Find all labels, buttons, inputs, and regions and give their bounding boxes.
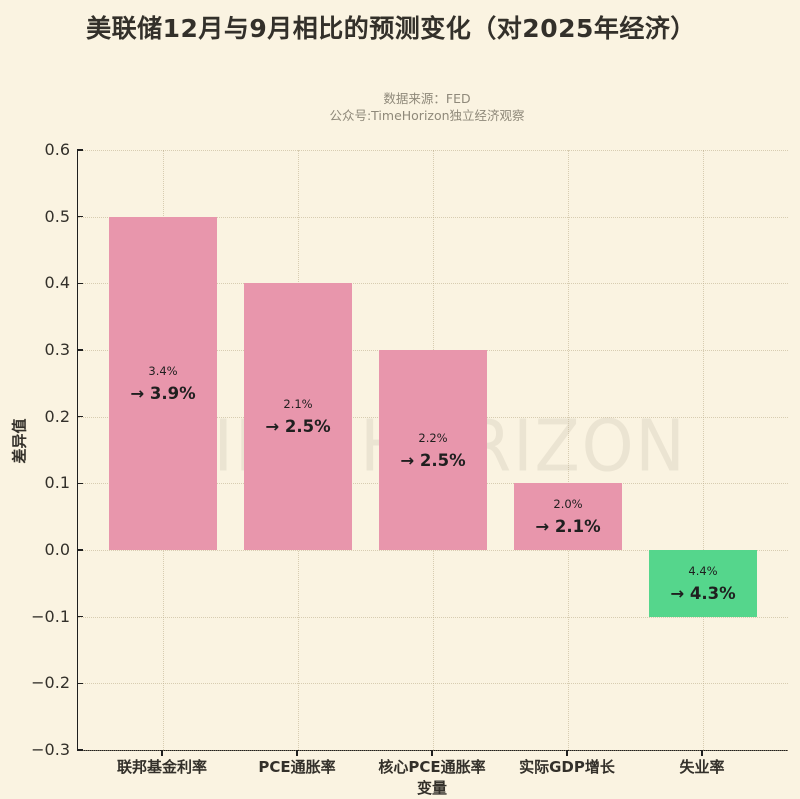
data-source-line: 数据来源：FED xyxy=(383,91,471,106)
gridline-horizontal xyxy=(78,750,788,751)
y-tick-label: −0.1 xyxy=(31,606,70,626)
bar-december-value-label: → 4.3% xyxy=(670,583,736,603)
gridline-vertical xyxy=(703,150,704,750)
bar-september-value-label: 2.1% xyxy=(283,397,313,412)
x-tick-label: PCE通胀率 xyxy=(258,758,336,776)
y-tick-mark xyxy=(77,549,83,551)
account-line: 公众号:TimeHorizon独立经济观察 xyxy=(329,107,525,123)
bar-september-value-label: 2.0% xyxy=(553,497,583,512)
x-tick-label: 联邦基金利率 xyxy=(116,758,207,776)
y-tick-label: 0.4 xyxy=(44,273,70,293)
x-tick-label: 实际GDP增长 xyxy=(519,758,615,776)
chart-title: 美联储12月与9月相比的预测变化（对2025年经济） xyxy=(86,14,696,43)
x-tick-mark xyxy=(701,750,703,756)
bar-december-value-label: → 2.5% xyxy=(400,450,466,470)
x-tick-label: 核心PCE通胀率 xyxy=(378,758,486,776)
y-tick-mark xyxy=(77,682,83,685)
x-tick-mark xyxy=(566,750,568,756)
y-tick-mark xyxy=(77,149,83,151)
y-tick-label: 0.3 xyxy=(44,340,70,359)
x-tick-label: 失业率 xyxy=(679,758,725,776)
bar: 2.0% → 2.1% xyxy=(514,483,622,550)
y-tick-label: 0.0 xyxy=(44,540,70,559)
y-tick-label: 0.6 xyxy=(44,140,70,159)
gridline-vertical xyxy=(568,150,569,750)
x-tick-mark xyxy=(296,750,298,756)
y-tick-mark xyxy=(77,749,83,751)
y-tick-mark xyxy=(77,349,83,351)
y-tick-label: −0.2 xyxy=(31,673,70,693)
bar-december-value-label: → 3.9% xyxy=(130,383,196,403)
x-tick-mark xyxy=(431,750,433,756)
x-tick-mark xyxy=(161,750,163,756)
bar: 3.4% → 3.9% xyxy=(109,216,217,550)
y-tick-mark xyxy=(77,482,83,485)
y-tick-mark xyxy=(77,215,83,218)
chart-subtitle: 数据来源：FED 公众号:TimeHorizon独立经济观察 xyxy=(54,91,800,124)
y-tick-label: −0.3 xyxy=(31,740,70,759)
plot-area: TIME HORIZON 3.4%→ 3.9%2.1%→ 2.5%2.2%→ 2… xyxy=(77,150,788,751)
y-tick-mark xyxy=(77,282,83,285)
y-tick-mark xyxy=(77,615,83,618)
x-axis-label: 变量 xyxy=(416,779,447,797)
y-tick-label: 0.2 xyxy=(44,406,70,426)
bar-december-value-label: → 2.1% xyxy=(535,517,601,537)
bar: 2.1% → 2.5% xyxy=(244,283,352,550)
bar: 4.4% → 4.3% xyxy=(649,550,757,617)
bar: 2.2% → 2.5% xyxy=(379,350,487,550)
y-tick-label: 0.5 xyxy=(44,206,70,226)
bar-september-value-label: 3.4% xyxy=(148,363,178,378)
bar-september-value-label: 4.4% xyxy=(688,563,718,578)
bar-december-value-label: → 2.5% xyxy=(265,417,331,437)
y-tick-label: 0.1 xyxy=(44,473,70,493)
bar-september-value-label: 2.2% xyxy=(418,430,448,445)
y-tick-mark xyxy=(77,415,83,418)
